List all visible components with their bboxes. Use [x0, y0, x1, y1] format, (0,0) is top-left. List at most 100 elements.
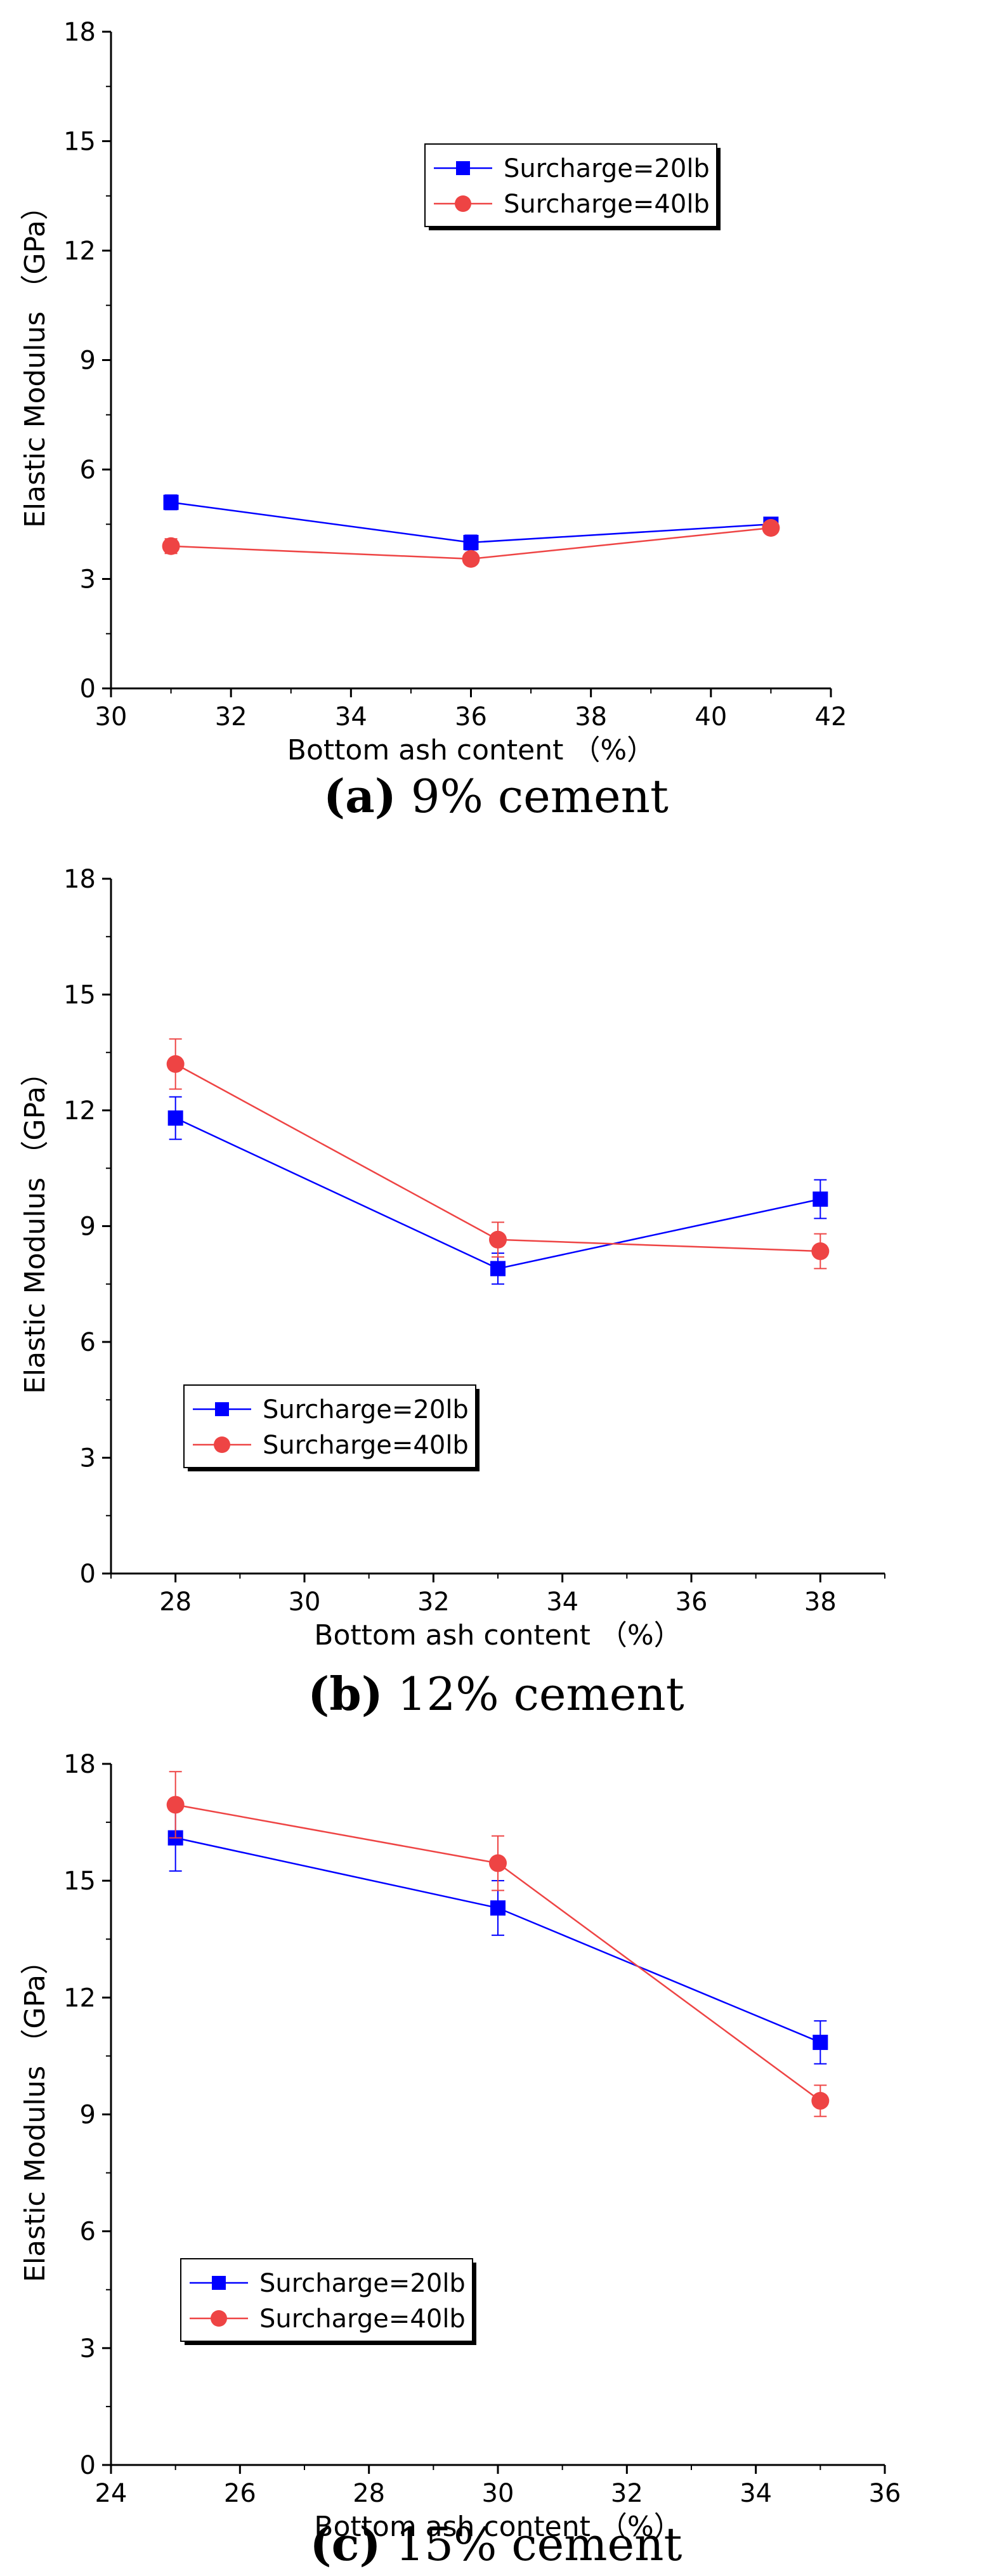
data-point-circle [811, 1242, 830, 1261]
caption-text: 12% cement [383, 1667, 684, 1721]
y-tick-label: 0 [80, 1560, 96, 1589]
legend-label: Surcharge=40lb [504, 190, 710, 219]
x-tick-label: 34 [740, 2479, 772, 2508]
x-tick-label: 32 [417, 1587, 450, 1617]
y-tick-label: 3 [80, 2334, 96, 2363]
x-tick-label: 40 [695, 702, 727, 732]
series-surcharge-20lb [167, 1096, 828, 1285]
legend-label: Surcharge=20lb [263, 1395, 469, 1424]
data-point-square [490, 1261, 506, 1277]
data-point-circle [762, 519, 780, 537]
x-tick-label: 36 [675, 1587, 708, 1617]
legend-item-surcharge-40lb: Surcharge=40lb [193, 1431, 469, 1460]
data-point-square [490, 1900, 506, 1916]
series-surcharge-40lb [166, 1038, 830, 1270]
y-tick-label: 0 [80, 674, 96, 704]
y-tick-label: 6 [80, 2218, 96, 2247]
y-tick-label: 15 [63, 128, 96, 157]
legend-label: Surcharge=40lb [263, 1431, 469, 1460]
y-tick-label: 6 [80, 1328, 96, 1357]
legend-label: Surcharge=20lb [504, 154, 710, 183]
series-surcharge-20lb [163, 494, 779, 551]
legend: Surcharge=20lb Surcharge=40lb [424, 143, 721, 230]
legend-item-surcharge-20lb: Surcharge=20lb [193, 1395, 469, 1424]
caption-text: 15% cement [381, 2518, 682, 2571]
legend-marker-circle [211, 2310, 227, 2327]
x-tick-label: 42 [815, 702, 847, 732]
x-tick-label: 24 [95, 2479, 127, 2508]
x-axis-title: Bottom ash content （%） [287, 734, 655, 766]
data-point-square [163, 494, 179, 510]
x-tick-label: 32 [611, 2479, 643, 2508]
x-tick-label: 38 [804, 1587, 837, 1617]
panel-caption: (b) 12% cement [308, 1667, 684, 1721]
y-tick-label: 9 [80, 1212, 96, 1242]
y-tick-label: 9 [80, 2101, 96, 2130]
x-axis-title: Bottom ash content （%） [314, 2511, 681, 2543]
panel-caption: (a) 9% cement [323, 769, 669, 823]
data-point-circle [811, 2092, 830, 2110]
legend-marker-circle [455, 195, 471, 212]
x-tick-label: 30 [289, 1587, 321, 1617]
y-tick-label: 18 [63, 865, 96, 894]
x-tick-label: 32 [215, 702, 247, 732]
legend-item-surcharge-40lb: Surcharge=40lb [190, 2304, 466, 2334]
legend-marker-square [215, 1402, 229, 1416]
y-axis-title: Elastic Modulus （GPa） [19, 1947, 51, 2282]
caption-text: 9% cement [396, 770, 669, 823]
y-tick-label: 12 [63, 237, 96, 266]
data-point-circle [166, 1055, 185, 1073]
caption-label: (a) [323, 769, 396, 823]
y-tick-label: 3 [80, 565, 96, 595]
x-tick-label: 28 [159, 1587, 192, 1617]
legend: Surcharge=20lb Surcharge=40lb [183, 1384, 480, 1471]
x-tick-label: 38 [575, 702, 607, 732]
data-point-square [167, 1110, 183, 1126]
x-tick-label: 36 [455, 702, 487, 732]
legend-item-surcharge-20lb: Surcharge=20lb [434, 154, 710, 183]
data-point-circle [462, 549, 480, 568]
legend-marker-square [212, 2276, 226, 2290]
y-axis-title: Elastic Modulus （GPa） [19, 1058, 51, 1394]
legend-item-surcharge-20lb: Surcharge=20lb [190, 2269, 466, 2298]
legend-marker-square [456, 161, 470, 175]
panel-caption: (c) 15% cement [310, 2517, 682, 2571]
x-tick-label: 34 [546, 1587, 578, 1617]
y-tick-label: 15 [63, 981, 96, 1010]
y-tick-label: 3 [80, 1444, 96, 1473]
legend-box [180, 2258, 473, 2342]
y-tick-label: 12 [63, 1096, 96, 1126]
x-tick-label: 36 [869, 2479, 901, 2508]
x-axis-title: Bottom ash content （%） [314, 1619, 681, 1652]
x-tick-label: 28 [353, 2479, 385, 2508]
data-point-square [813, 1191, 828, 1207]
data-point-square [813, 2034, 828, 2050]
y-tick-label: 9 [80, 346, 96, 376]
y-tick-label: 0 [80, 2451, 96, 2480]
legend-box [424, 143, 717, 227]
x-tick-label: 30 [482, 2479, 514, 2508]
caption-label: (b) [308, 1667, 382, 1721]
data-point-circle [489, 1230, 507, 1249]
data-point-circle [166, 1796, 185, 1814]
legend-item-surcharge-40lb: Surcharge=40lb [434, 190, 710, 219]
data-point-square [463, 535, 479, 550]
y-tick-label: 18 [63, 1750, 96, 1779]
legend-label: Surcharge=20lb [259, 2269, 466, 2298]
legend-label: Surcharge=40lb [259, 2304, 466, 2334]
caption-label: (c) [310, 2517, 381, 2571]
legend-box [183, 1384, 476, 1468]
y-tick-label: 12 [63, 1983, 96, 2013]
legend: Surcharge=20lb Surcharge=40lb [180, 2258, 476, 2345]
y-tick-label: 15 [63, 1867, 96, 1896]
y-axis-title: Elastic Modulus （GPa） [19, 192, 51, 528]
x-tick-label: 34 [335, 702, 367, 732]
x-tick-label: 26 [224, 2479, 256, 2508]
series-surcharge-40lb [166, 1771, 830, 2117]
y-tick-label: 18 [63, 18, 96, 47]
series-surcharge-40lb [162, 519, 780, 568]
